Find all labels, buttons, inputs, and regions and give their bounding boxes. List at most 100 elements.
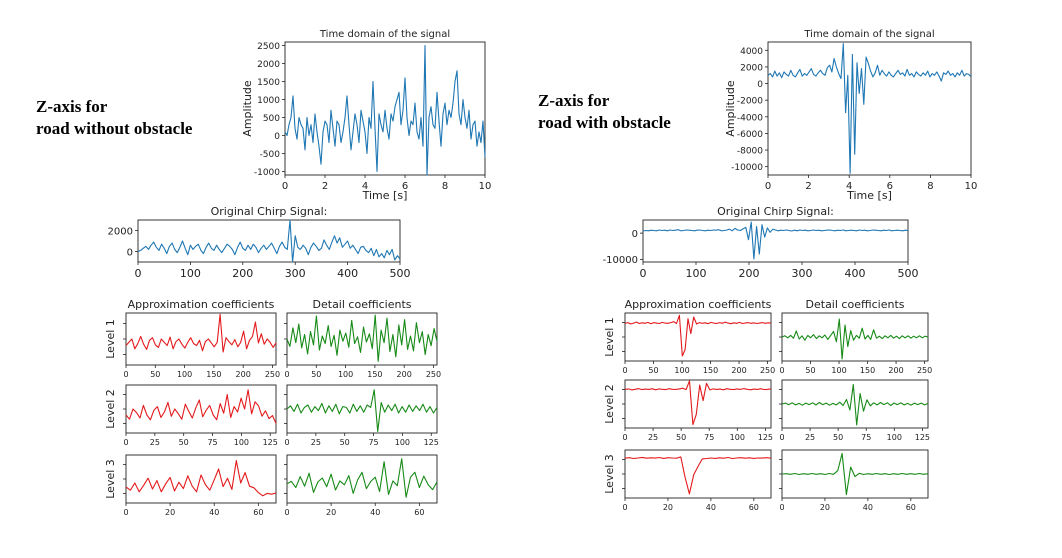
chart-l-d2: 0 25 50 75 100 125 (284, 384, 439, 447)
y-tick-label: -2000 (737, 97, 763, 107)
series-line (624, 314, 772, 357)
x-tick-label: 50 (833, 433, 843, 442)
x-tick-label: 20 (326, 508, 336, 517)
plot-frame (624, 449, 772, 499)
x-tick-label: 60 (906, 503, 916, 512)
x-tick-label: 2 (805, 181, 811, 192)
series-line (284, 45, 486, 176)
x-tick-label: 100 (180, 267, 201, 280)
x-tick-label: 200 (232, 267, 253, 280)
chart-r-time: 0 2 4 6 8 10 -10000 -8000 -6000 -4000 -2000 0 2000 40… (724, 29, 977, 202)
y-tick-label: -8000 (737, 147, 763, 157)
x-tick-label: 150 (703, 366, 718, 375)
x-tick-label: 0 (284, 370, 289, 379)
chart-l-chirp: 0 100 200 300 400 500 0 2000 Original Chirp Sign… (108, 205, 411, 280)
x-tick-label: 20 (165, 508, 175, 517)
x-tick-label: 100 (686, 267, 707, 280)
x-tick-label: 150 (860, 366, 875, 375)
series-line (286, 458, 438, 498)
x-tick-label: 50 (805, 366, 815, 375)
y-tick-label: 1500 (257, 78, 280, 88)
x-tick-label: 100 (887, 433, 902, 442)
x-tick-label: 125 (424, 438, 439, 447)
x-tick-label: 25 (150, 438, 160, 447)
x-tick-label: 100 (674, 366, 689, 375)
x-tick-label: 25 (805, 433, 815, 442)
plot-frame (284, 41, 486, 176)
y-tick-label: 2500 (257, 42, 280, 52)
series-line (125, 460, 277, 497)
chart-l-d3: 0 20 40 60 (284, 454, 438, 517)
y-tick-label: -500 (260, 150, 281, 160)
y-tick-label: 2000 (257, 60, 280, 70)
x-tick-label: 100 (395, 438, 410, 447)
x-tick-label: 0 (779, 366, 784, 375)
chart-title: Original Chirp Signal: (211, 205, 328, 218)
x-tick-label: 200 (731, 366, 746, 375)
right-heading: Z-axis for road with obstacle (538, 90, 671, 134)
x-tick-label: 125 (758, 433, 773, 442)
x-tick-label: 150 (206, 370, 221, 379)
x-tick-label: 250 (917, 366, 932, 375)
y-tick-label: -4000 (737, 113, 763, 123)
x-tick-label: 50 (676, 433, 686, 442)
x-tick-label: 20 (663, 503, 673, 512)
x-tick-label: 40 (863, 503, 873, 512)
x-tick-label: 60 (414, 508, 424, 517)
x-tick-label: 250 (265, 370, 280, 379)
chart-r-d3: 0 20 40 60 (779, 449, 929, 512)
x-tick-label: 50 (340, 438, 350, 447)
x-tick-label: 400 (337, 267, 358, 280)
chart-r-a1: 0 50 100 150 200 250 Approximation coefficient… (603, 298, 775, 375)
x-tick-label: 6 (402, 181, 408, 192)
x-tick-label: 100 (234, 438, 249, 447)
x-tick-label: 50 (648, 366, 658, 375)
x-tick-label: 250 (760, 366, 775, 375)
x-tick-label: 0 (622, 503, 627, 512)
plot-frame (137, 219, 401, 263)
chart-title: Original Chirp Signal: (717, 205, 834, 218)
series-line (781, 318, 929, 360)
plot-frame (125, 312, 277, 366)
x-tick-label: 200 (397, 370, 412, 379)
x-tick-label: 4 (846, 181, 852, 192)
right-heading-line1: Z-axis for (538, 91, 610, 110)
y-tick-label: -6000 (737, 130, 763, 140)
y-axis-label: Level 1 (104, 319, 117, 359)
y-tick-label: 2000 (740, 63, 763, 73)
y-axis-label: Level 2 (603, 384, 616, 424)
x-tick-label: 100 (831, 366, 846, 375)
x-tick-label: 400 (845, 267, 866, 280)
y-axis-label: Amplitude (724, 80, 737, 137)
x-tick-label: 20 (820, 503, 830, 512)
x-tick-label: 0 (123, 370, 128, 379)
x-tick-label: 200 (888, 366, 903, 375)
x-tick-label: 40 (706, 503, 716, 512)
x-tick-label: 100 (177, 370, 192, 379)
chart-title: Detail coefficients (313, 298, 412, 311)
chart-title: Approximation coefficients (625, 298, 772, 311)
x-tick-label: 500 (390, 267, 411, 280)
series-line (125, 389, 277, 424)
series-line (781, 383, 929, 426)
y-tick-label: 4000 (740, 47, 763, 57)
x-tick-label: 0 (284, 438, 289, 447)
x-tick-label: 0 (123, 508, 128, 517)
x-tick-label: 250 (426, 370, 441, 379)
x-tick-label: 50 (179, 438, 189, 447)
x-tick-label: 100 (338, 370, 353, 379)
series-line (125, 313, 277, 353)
x-tick-label: 40 (209, 508, 219, 517)
y-tick-label: 2000 (108, 226, 133, 237)
series-line (624, 380, 772, 426)
y-tick-label: 1000 (257, 96, 280, 106)
chart-l-time: 0 2 4 6 8 10 -1000 -500 0 500 1000 1500 2000 2500 Time… (241, 29, 491, 202)
y-axis-label: Amplitude (241, 80, 254, 137)
x-tick-label: 10 (479, 181, 492, 192)
series-line (767, 43, 972, 174)
x-tick-label: 0 (135, 267, 142, 280)
chart-r-d2: 0 25 50 75 100 125 (779, 379, 930, 442)
x-tick-label: 6 (887, 181, 893, 192)
